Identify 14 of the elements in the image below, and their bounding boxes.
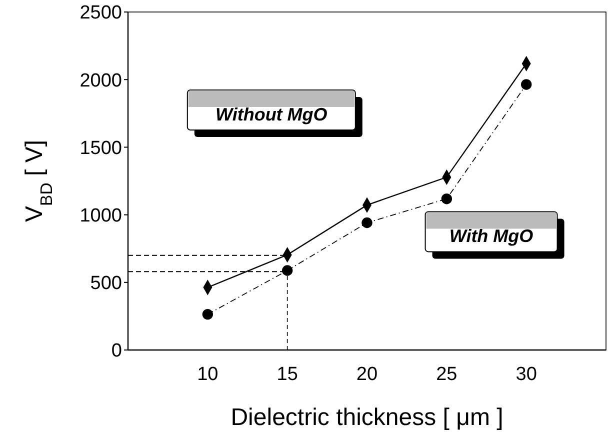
text: Without MgO — [216, 104, 328, 124]
x-tick-label: 20 — [356, 364, 378, 385]
x-tick-label: 10 — [197, 364, 218, 385]
y-tick-label: 1000 — [80, 205, 122, 226]
x-axis-title: Dielectric thickness [ μm ] — [230, 404, 504, 431]
x-tick-label: 30 — [516, 364, 537, 385]
y-tick-label: 0 — [111, 340, 122, 362]
y-tick-label: 500 — [90, 273, 122, 294]
y-tick-label: 1500 — [80, 138, 122, 159]
y-tick-label: 2000 — [80, 70, 122, 92]
x-tick-label: 15 — [276, 364, 298, 385]
series-label: With MgO — [449, 226, 534, 246]
x-tick-label: 25 — [436, 364, 458, 385]
y-tick-label: 2500 — [80, 2, 122, 24]
